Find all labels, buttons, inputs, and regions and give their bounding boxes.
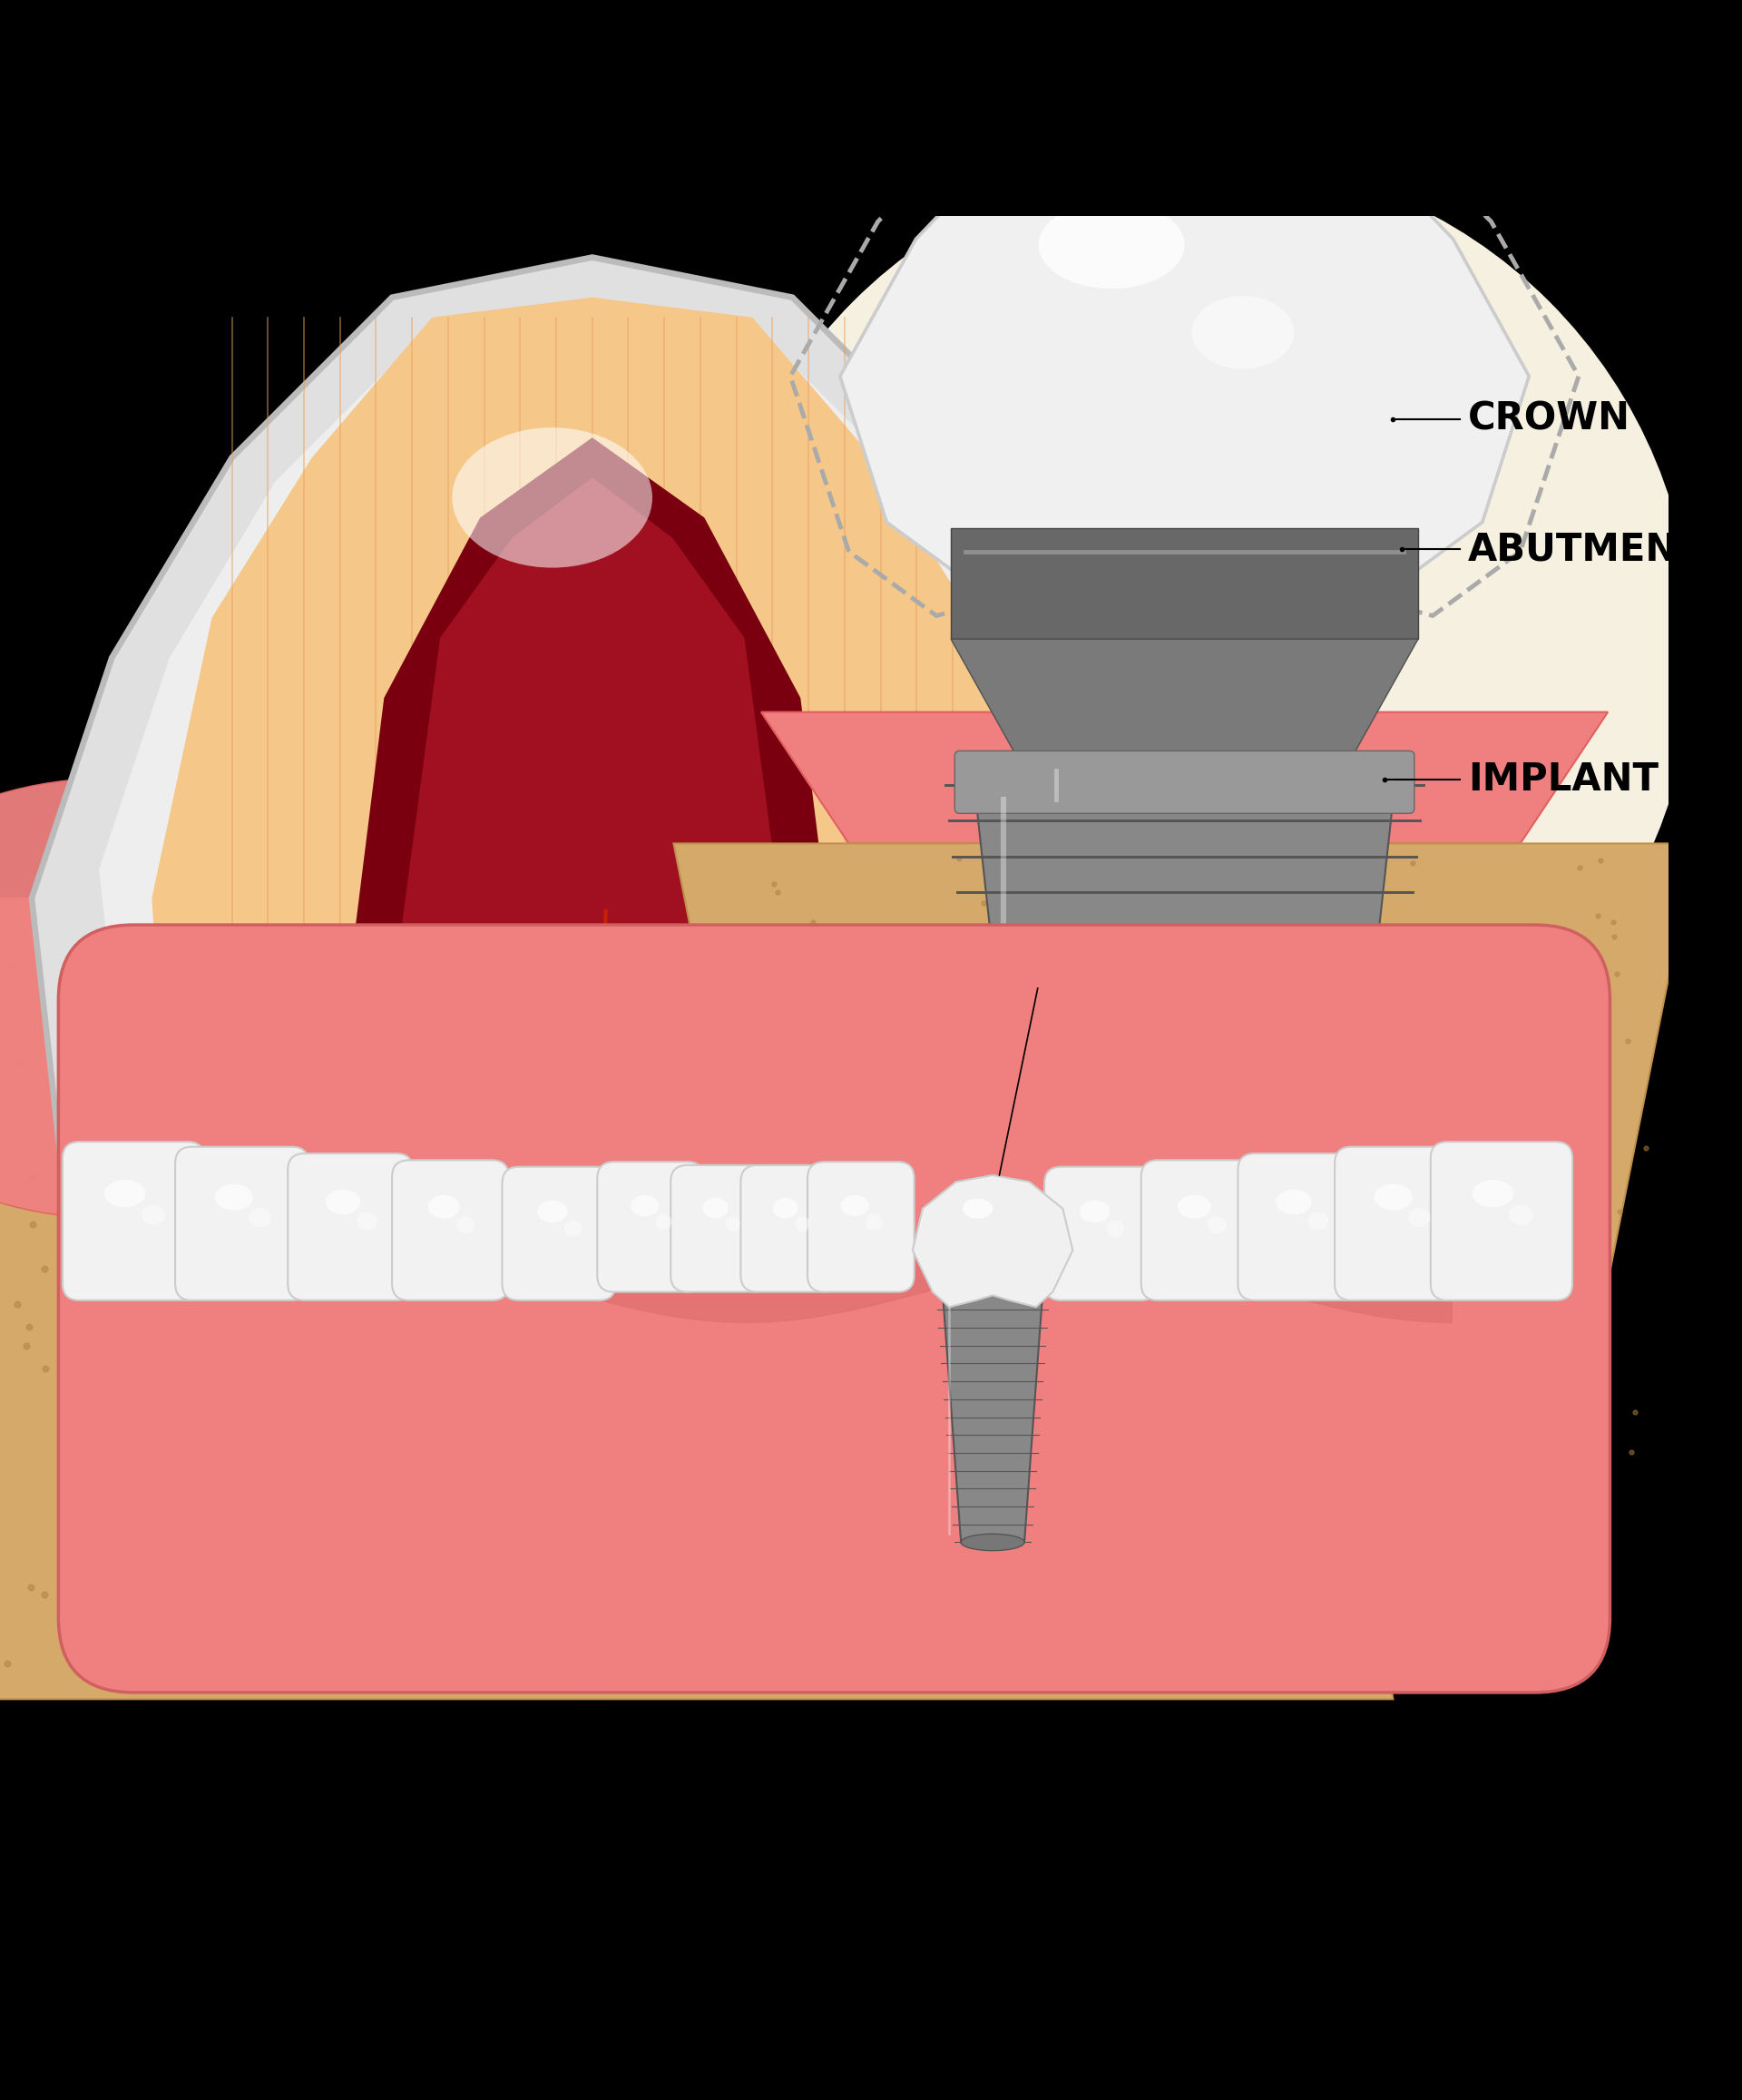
Ellipse shape bbox=[1080, 1201, 1110, 1222]
Polygon shape bbox=[31, 258, 1153, 1691]
Polygon shape bbox=[974, 785, 1395, 1428]
FancyBboxPatch shape bbox=[63, 1142, 204, 1300]
Ellipse shape bbox=[702, 1197, 728, 1218]
Ellipse shape bbox=[456, 1216, 474, 1233]
FancyBboxPatch shape bbox=[808, 1161, 915, 1291]
Polygon shape bbox=[951, 638, 1418, 785]
FancyBboxPatch shape bbox=[598, 1161, 704, 1291]
Polygon shape bbox=[942, 1291, 1043, 1541]
Ellipse shape bbox=[772, 777, 1373, 1218]
FancyBboxPatch shape bbox=[502, 1168, 615, 1300]
Ellipse shape bbox=[1106, 1220, 1124, 1237]
Polygon shape bbox=[343, 437, 840, 1611]
Ellipse shape bbox=[105, 1180, 145, 1208]
Ellipse shape bbox=[796, 1216, 810, 1231]
Ellipse shape bbox=[214, 1184, 253, 1210]
FancyBboxPatch shape bbox=[1045, 1168, 1158, 1300]
Ellipse shape bbox=[866, 1214, 881, 1231]
Ellipse shape bbox=[631, 1195, 658, 1216]
Polygon shape bbox=[152, 298, 1033, 1651]
Ellipse shape bbox=[1277, 1189, 1312, 1214]
Ellipse shape bbox=[453, 428, 652, 567]
Ellipse shape bbox=[1045, 1399, 1324, 1457]
Ellipse shape bbox=[1207, 1216, 1226, 1233]
Text: IMPLANT: IMPLANT bbox=[1469, 760, 1658, 798]
Ellipse shape bbox=[1472, 1180, 1514, 1208]
FancyBboxPatch shape bbox=[1239, 1153, 1364, 1300]
Polygon shape bbox=[674, 844, 1695, 1502]
Ellipse shape bbox=[141, 1205, 165, 1224]
Ellipse shape bbox=[1409, 1208, 1430, 1226]
FancyBboxPatch shape bbox=[59, 924, 1610, 1693]
Ellipse shape bbox=[564, 1220, 582, 1237]
Ellipse shape bbox=[1192, 296, 1294, 370]
Ellipse shape bbox=[1038, 202, 1185, 288]
Polygon shape bbox=[951, 527, 1418, 638]
FancyBboxPatch shape bbox=[1334, 1147, 1469, 1300]
Circle shape bbox=[709, 157, 1693, 1142]
Ellipse shape bbox=[0, 777, 413, 1218]
FancyBboxPatch shape bbox=[392, 1159, 509, 1300]
FancyBboxPatch shape bbox=[287, 1153, 413, 1300]
Polygon shape bbox=[840, 63, 1529, 586]
Ellipse shape bbox=[537, 1201, 568, 1222]
Polygon shape bbox=[761, 712, 1608, 844]
Polygon shape bbox=[99, 304, 1085, 1567]
FancyBboxPatch shape bbox=[955, 752, 1415, 813]
Text: ABUTMENT: ABUTMENT bbox=[1469, 531, 1704, 569]
Ellipse shape bbox=[841, 1195, 869, 1216]
Polygon shape bbox=[401, 477, 784, 1548]
Ellipse shape bbox=[429, 1195, 460, 1218]
FancyBboxPatch shape bbox=[176, 1147, 308, 1300]
Ellipse shape bbox=[1509, 1205, 1533, 1224]
Polygon shape bbox=[913, 1176, 1073, 1306]
Ellipse shape bbox=[725, 1216, 740, 1231]
Ellipse shape bbox=[963, 1199, 993, 1218]
Ellipse shape bbox=[1308, 1212, 1329, 1231]
Ellipse shape bbox=[357, 1212, 376, 1231]
FancyBboxPatch shape bbox=[1141, 1159, 1261, 1300]
Ellipse shape bbox=[326, 1189, 361, 1214]
Ellipse shape bbox=[249, 1208, 272, 1226]
Ellipse shape bbox=[773, 1197, 798, 1218]
Ellipse shape bbox=[655, 1214, 672, 1231]
Ellipse shape bbox=[1178, 1195, 1211, 1218]
Polygon shape bbox=[0, 899, 1394, 1699]
FancyBboxPatch shape bbox=[740, 1166, 841, 1292]
FancyBboxPatch shape bbox=[1430, 1142, 1573, 1300]
FancyBboxPatch shape bbox=[671, 1166, 770, 1292]
Ellipse shape bbox=[962, 1533, 1024, 1550]
Text: CROWN: CROWN bbox=[1469, 401, 1631, 439]
Ellipse shape bbox=[1374, 1184, 1413, 1210]
